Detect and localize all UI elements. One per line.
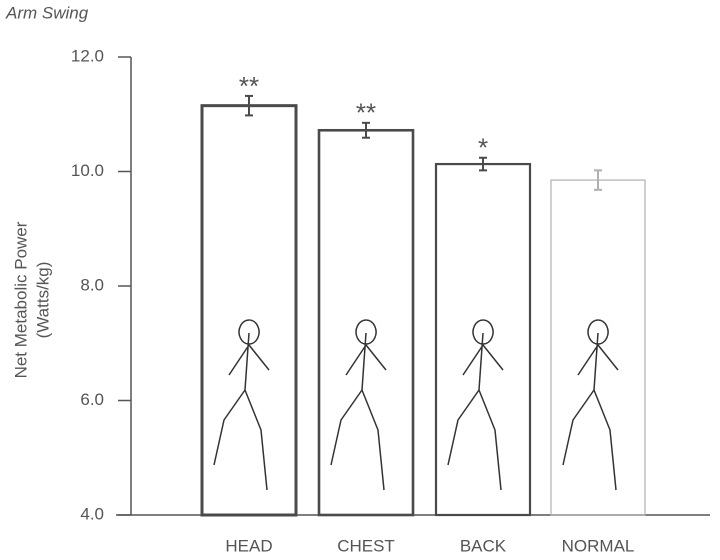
x-tick-label: HEAD [225, 536, 272, 555]
x-tick-label: NORMAL [562, 536, 635, 555]
significance-mark: * [478, 133, 488, 163]
x-tick-label: BACK [460, 536, 507, 555]
y-tick-label: 12.0 [71, 46, 104, 65]
figure-outline [213, 319, 270, 491]
figure-illustration [330, 319, 387, 491]
significance-mark: ** [356, 98, 376, 128]
figure-illustration [447, 319, 504, 491]
y-axis-label: (Watts/kg) [33, 262, 52, 339]
figure-outline [330, 319, 387, 491]
y-tick-label: 4.0 [80, 504, 104, 523]
figure-outline [562, 319, 619, 491]
y-tick-label: 6.0 [80, 390, 104, 409]
x-tick-label: CHEST [337, 536, 395, 555]
figure-illustration [213, 319, 270, 491]
y-tick-label: 10.0 [71, 161, 104, 180]
significance-mark: ** [239, 71, 259, 101]
chart-title: Arm Swing [5, 3, 89, 22]
y-tick-label: 8.0 [80, 275, 104, 294]
bar [550, 179, 646, 516]
figure-illustration [562, 319, 619, 491]
y-axis-label: Net Metabolic Power [11, 221, 30, 378]
figure-outline [447, 319, 504, 491]
